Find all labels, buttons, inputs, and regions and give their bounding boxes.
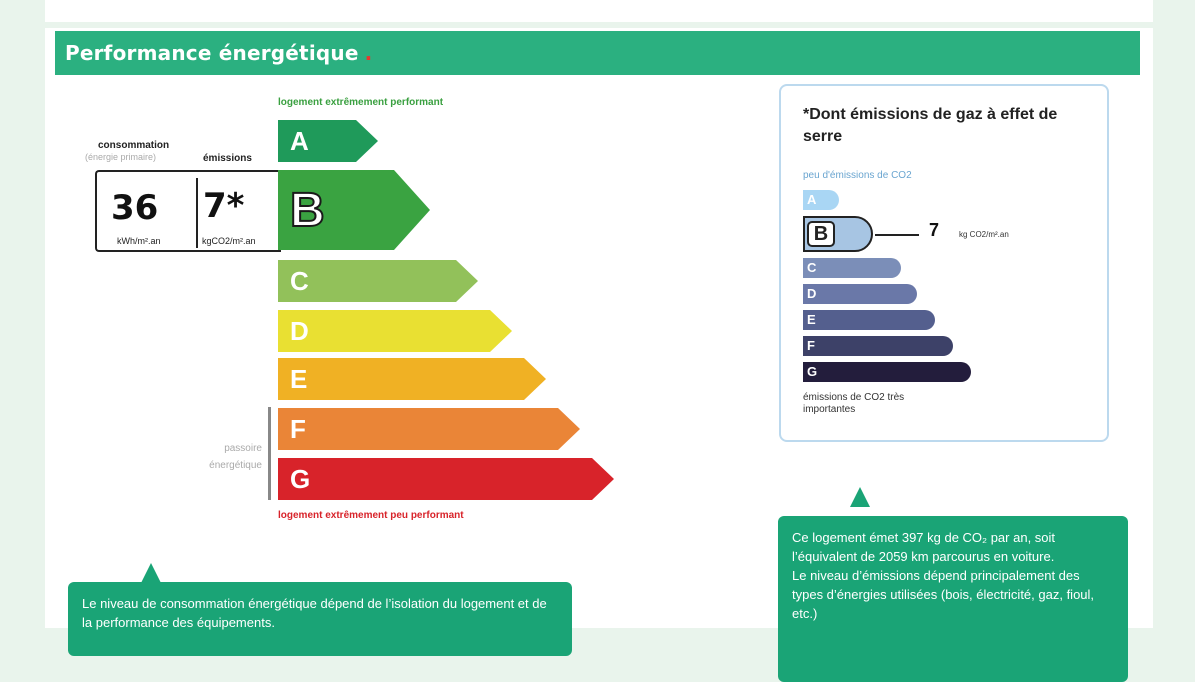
ges-class-a: A xyxy=(803,190,839,210)
ges-unit: kg CO2/m².an xyxy=(959,230,1009,239)
consumption-sub-label: (énergie primaire) xyxy=(85,152,157,162)
consumption-unit: kWh/m².an xyxy=(117,236,161,246)
emissions-value: 7* xyxy=(203,186,245,226)
consumption-tooltip: Le niveau de consommation énergétique dé… xyxy=(68,582,572,656)
section-title-dot: . xyxy=(364,41,373,65)
consumption-tooltip-text: Le niveau de consommation énergétique dé… xyxy=(82,596,547,630)
dpe-class-a: A xyxy=(278,120,378,162)
dpe-class-letter: D xyxy=(290,315,309,346)
tooltip-arrow-emissions xyxy=(850,487,870,507)
dpe-class-letter: G xyxy=(290,463,311,494)
ges-top-label: peu d'émissions de CO2 xyxy=(803,170,912,181)
ges-connector-line xyxy=(875,234,919,236)
dpe-top-label: logement extrêmement performant xyxy=(278,97,444,108)
box-divider xyxy=(196,178,198,248)
ges-class-letter: B xyxy=(807,221,835,247)
dpe-class-letter: B xyxy=(290,183,325,237)
passoire-label: passoire énergétique xyxy=(209,443,262,471)
consumption-value: 36 xyxy=(111,188,159,228)
emissions-tooltip: Ce logement émet 397 kg de CO₂ par an, s… xyxy=(778,516,1128,682)
ges-class-e: E xyxy=(803,310,935,330)
dpe-class-f: F xyxy=(278,408,580,450)
passoire-marker xyxy=(268,407,271,500)
top-card xyxy=(45,0,1153,22)
emissions-label: émissions xyxy=(203,153,252,164)
ges-title: *Dont émissions de gaz à effet de serre xyxy=(803,106,1058,145)
emissions-unit: kgCO2/m².an xyxy=(202,236,256,246)
ges-value: 7 xyxy=(929,220,940,240)
section-header: Performance énergétique. xyxy=(55,31,1140,75)
dpe-class-e: E xyxy=(278,358,546,400)
dpe-class-letter: A xyxy=(290,125,309,156)
consumption-emissions-box: 36 kWh/m².an 7* kgCO2/m².an xyxy=(95,170,281,252)
consumption-label: consommation xyxy=(98,140,170,151)
dpe-class-d: D xyxy=(278,310,512,352)
emissions-tooltip-line2: Le niveau d’émissions dépend principalem… xyxy=(792,568,1095,621)
dpe-class-c: C xyxy=(278,260,478,302)
ges-class-f: F xyxy=(803,336,953,356)
section-title-text: Performance énergétique xyxy=(65,41,359,65)
dpe-class-letter: E xyxy=(290,363,308,394)
tooltip-arrow-consumption xyxy=(141,563,161,583)
dpe-bottom-label: logement extrêmement peu performant xyxy=(278,510,464,521)
dpe-class-letter: F xyxy=(290,413,306,444)
dpe-class-b: B xyxy=(278,170,430,250)
ges-bottom-label: émissions de CO2 très importantes xyxy=(803,392,905,415)
emissions-tooltip-line1: Ce logement émet 397 kg de CO₂ par an, s… xyxy=(792,530,1056,564)
ges-class-g: G xyxy=(803,362,971,382)
ges-class-c: C xyxy=(803,258,901,278)
ges-panel: *Dont émissions de gaz à effet de serre … xyxy=(779,84,1109,442)
section-title: Performance énergétique. xyxy=(65,41,372,65)
dpe-class-letter: C xyxy=(290,265,309,296)
dpe-class-g: G xyxy=(278,458,614,500)
ges-class-d: D xyxy=(803,284,917,304)
ges-class-b: B xyxy=(803,216,873,252)
